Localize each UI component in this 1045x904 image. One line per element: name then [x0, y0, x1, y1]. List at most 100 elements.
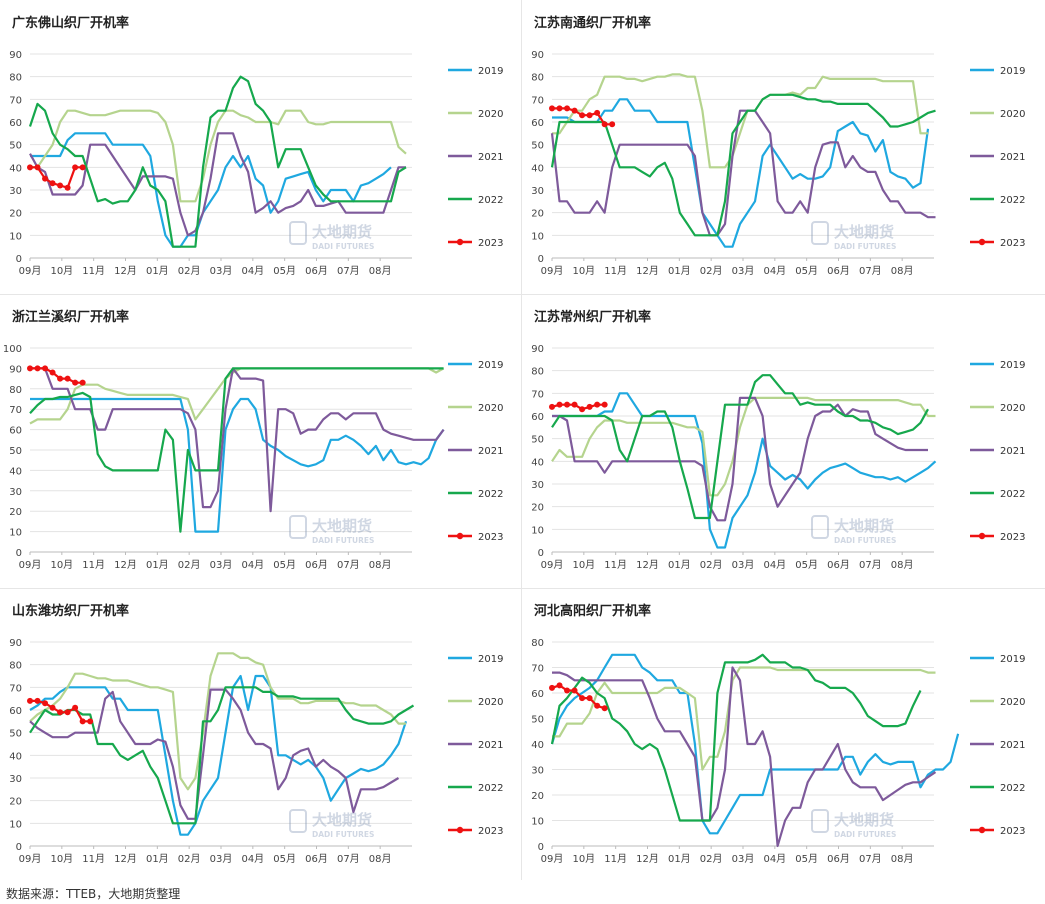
- series-point-2023: [586, 695, 593, 702]
- y-tick-label: 90: [9, 364, 22, 375]
- x-tick-label: 05月: [795, 265, 818, 277]
- series-point-2023: [556, 105, 563, 112]
- chart-title: 广东佛山织厂开机率: [12, 16, 130, 31]
- legend-item-2021: 2021: [970, 740, 1025, 751]
- y-tick-label: 20: [9, 797, 22, 808]
- series-point-2023: [42, 700, 49, 707]
- series-point-2023: [579, 406, 586, 413]
- svg-text:DADI FUTURES: DADI FUTURES: [834, 830, 896, 839]
- x-tick-label: 02月: [178, 265, 201, 277]
- x-tick-label: 06月: [305, 853, 328, 865]
- legend-item-2019: 2019: [970, 360, 1025, 371]
- chart-title: 江苏南通织厂开机率: [534, 16, 652, 31]
- svg-text:大地期货: 大地期货: [834, 517, 894, 535]
- series-point-2023: [586, 112, 593, 119]
- x-tick-label: 05月: [273, 265, 296, 277]
- x-tick-label: 01月: [146, 853, 169, 865]
- chart-svg: 0 10 20 30 40 50 60 70 80 90 09月 10月 11月 12月 01月 02月 03月…: [531, 50, 1025, 277]
- y-tick-label: 10: [531, 525, 544, 536]
- y-tick-label: 70: [9, 683, 22, 694]
- x-tick-label: 02月: [178, 853, 201, 865]
- y-tick-label: 70: [9, 95, 22, 106]
- x-tick-label: 11月: [604, 265, 627, 277]
- legend-item-2020: 2020: [970, 697, 1025, 708]
- series-line-2022: [28, 75, 407, 248]
- x-tick-label: 12月: [114, 265, 137, 277]
- svg-text:DADI FUTURES: DADI FUTURES: [312, 242, 374, 251]
- series-point-2023: [42, 365, 49, 372]
- series-point-2023: [64, 375, 71, 382]
- legend-item-2021: 2021: [970, 446, 1025, 457]
- y-tick-label: 10: [531, 817, 544, 828]
- y-tick-label: 20: [531, 503, 544, 514]
- x-tick-label: 03月: [210, 265, 233, 277]
- x-tick-label: 12月: [114, 853, 137, 865]
- horizontal-divider-1: [0, 294, 1045, 295]
- series-line-2022: [551, 374, 929, 520]
- series-line-2019: [30, 132, 392, 248]
- legend-item-2022: 2022: [448, 783, 503, 794]
- y-tick-label: 30: [9, 774, 22, 785]
- y-tick-label: 30: [531, 766, 544, 777]
- y-tick-label: 90: [531, 344, 544, 355]
- svg-text:DADI FUTURES: DADI FUTURES: [312, 536, 374, 545]
- svg-text:2021: 2021: [1000, 740, 1025, 751]
- chart-svg: 0 10 20 30 40 50 60 70 80 90 100 09月 10月 11月 12月 01月 02月…: [3, 344, 504, 571]
- series-line-2019: [550, 653, 960, 835]
- y-tick-label: 60: [9, 426, 22, 437]
- x-tick-label: 02月: [178, 559, 201, 571]
- y-tick-label: 0: [538, 548, 544, 559]
- series-line-2022: [29, 367, 444, 533]
- legend-item-2023: 2023: [970, 532, 1025, 543]
- series-point-2023: [79, 379, 86, 386]
- x-tick-label: 10月: [50, 853, 73, 865]
- x-tick-label: 05月: [795, 559, 818, 571]
- svg-text:2022: 2022: [478, 195, 503, 206]
- svg-text:2023: 2023: [478, 238, 503, 249]
- series-point-2023: [564, 401, 571, 408]
- chart-panel-1: 广东佛山织厂开机率 0 10 20 30 40 50 60 70 80 90 09月 10月 11月 12月…: [0, 0, 520, 292]
- svg-text:大地期货: 大地期货: [312, 811, 372, 829]
- svg-text:DADI FUTURES: DADI FUTURES: [834, 536, 896, 545]
- series-point-2023: [64, 709, 71, 716]
- svg-text:大地期货: 大地期货: [312, 517, 372, 535]
- legend-item-2022: 2022: [970, 489, 1025, 500]
- x-tick-label: 07月: [337, 559, 360, 571]
- x-tick-label: 10月: [572, 853, 595, 865]
- y-tick-label: 20: [9, 507, 22, 518]
- vertical-divider: [521, 0, 522, 880]
- series-point-2023: [609, 121, 616, 128]
- series-line-2020: [552, 73, 928, 169]
- x-tick-label: 08月: [891, 265, 914, 277]
- series-point-2023: [57, 182, 64, 189]
- legend-item-2019: 2019: [970, 66, 1025, 77]
- y-tick-label: 60: [531, 412, 544, 423]
- legend-item-2023: 2023: [448, 826, 503, 837]
- y-tick-label: 10: [9, 231, 22, 242]
- y-tick-label: 10: [531, 231, 544, 242]
- x-tick-label: 07月: [337, 853, 360, 865]
- y-tick-label: 80: [531, 73, 544, 84]
- x-tick-label: 02月: [700, 853, 723, 865]
- series-point-2023: [27, 697, 33, 704]
- legend-item-2020: 2020: [448, 697, 503, 708]
- legend-item-2019: 2019: [970, 654, 1025, 665]
- y-tick-label: 20: [9, 209, 22, 220]
- x-tick-label: 12月: [636, 265, 659, 277]
- x-tick-label: 03月: [732, 265, 755, 277]
- x-tick-label: 06月: [305, 265, 328, 277]
- y-tick-label: 90: [9, 638, 22, 649]
- x-tick-label: 04月: [241, 559, 264, 571]
- series-point-2023: [27, 164, 33, 171]
- svg-text:2021: 2021: [478, 446, 503, 457]
- x-tick-label: 08月: [891, 853, 914, 865]
- y-tick-label: 40: [531, 457, 544, 468]
- legend-item-2021: 2021: [970, 152, 1025, 163]
- series-point-2023: [601, 401, 608, 408]
- y-tick-label: 90: [9, 50, 22, 61]
- x-tick-label: 08月: [369, 853, 392, 865]
- series-line-2020: [30, 109, 407, 203]
- x-tick-label: 01月: [146, 265, 169, 277]
